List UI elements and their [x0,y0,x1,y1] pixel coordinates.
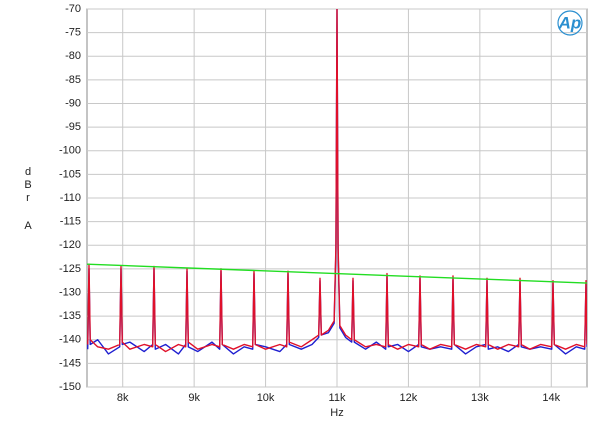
y-tick-label: -135 [59,310,81,322]
series-line [87,9,587,355]
x-axis-label: Hz [330,407,343,419]
y-tick-label: -110 [60,192,81,204]
y-tick-label: -90 [65,97,81,109]
y-tick-label: -125 [59,263,81,275]
y-tick-label: -100 [59,145,81,157]
x-tick-label: 8k [117,392,129,404]
y-axis-label: d [25,166,31,178]
y-tick-label: -145 [59,357,81,369]
y-tick-label: -130 [59,286,81,298]
y-tick-label: -140 [59,334,81,346]
x-tick-label: 11k [329,392,346,404]
y-tick-label: -105 [59,168,81,180]
y-tick-label: -95 [65,121,81,133]
y-tick-label: -75 [65,27,81,39]
x-tick-label: 14k [542,392,560,404]
x-tick-label: 12k [400,392,418,404]
y-axis-label: B [24,179,31,191]
x-tick-label: 9k [188,392,200,404]
logo: Ap [558,13,582,32]
series-line [87,9,587,353]
plot-series [87,9,587,355]
y-tick-label: -115 [60,216,81,228]
x-tick-label: 10k [257,392,275,404]
y-tick-label: -150 [59,381,81,393]
y-tick-label: -120 [59,239,81,251]
y-axis-label: r [26,192,30,204]
x-tick-label: 13k [471,392,489,404]
series-line [87,263,587,284]
y-tick-label: -70 [65,3,81,15]
y-tick-label: -85 [65,74,81,86]
logo-ring [557,10,583,36]
y-tick-label: -80 [65,50,81,62]
y-axis-label: A [24,220,32,232]
